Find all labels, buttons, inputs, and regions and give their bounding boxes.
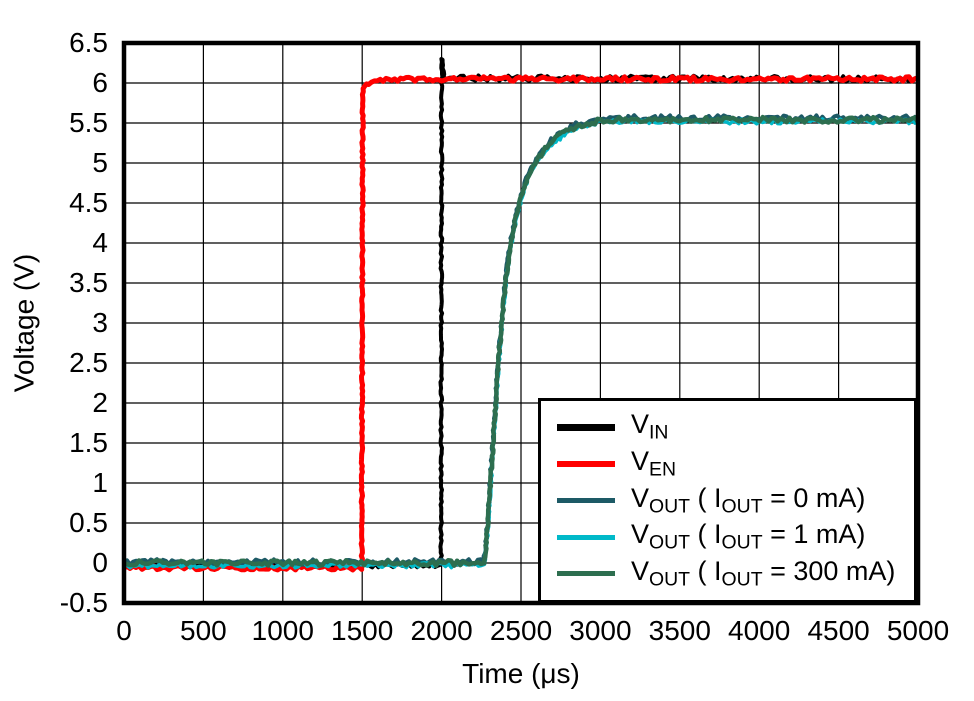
y-tick-label: 2 <box>92 387 108 418</box>
legend-item-vout_300ma: VOUT ( IOUT = 300 mA) <box>557 555 908 591</box>
legend-line-sample <box>557 497 615 503</box>
legend-line-sample <box>557 423 615 431</box>
legend-item-vout_1ma: VOUT ( IOUT = 1 mA) <box>557 521 908 553</box>
x-tick-label: 4000 <box>728 615 791 646</box>
plot-frame <box>121 40 921 606</box>
legend-label: VOUT ( IOUT = 0 mA) <box>631 482 866 517</box>
x-axis-title: Time (μs) <box>462 658 580 689</box>
legend-label: VEN <box>631 445 677 481</box>
y-tick-label: 6.5 <box>69 27 108 58</box>
x-tick-label: 3000 <box>569 615 632 646</box>
legend-line-sample <box>557 460 615 467</box>
data-traces <box>122 57 920 573</box>
y-tick-label: 0 <box>92 547 108 578</box>
x-tick-label: 0 <box>116 615 132 646</box>
y-tick-label: -0.5 <box>59 587 108 618</box>
x-tick-label: 2000 <box>410 615 473 646</box>
legend-line-sample <box>557 534 615 540</box>
legend-label: VIN <box>631 409 669 444</box>
y-tick-label: 1.5 <box>69 427 108 458</box>
y-tick-label: 5.5 <box>69 107 108 138</box>
x-tick-label: 2500 <box>489 615 553 646</box>
x-tick-label: 4500 <box>807 615 870 646</box>
x-tick-label: 1000 <box>251 615 314 646</box>
y-tick-label: 4 <box>92 227 108 258</box>
x-tick-label: 1500 <box>331 615 394 646</box>
legend-item-vout_0ma: VOUT ( IOUT = 0 mA) <box>557 484 908 516</box>
legend-item-ven: VEN <box>557 445 908 481</box>
legend: VIN VEN VOUT ( IOUT = 0 mA) VOUT ( IOUT = 1… <box>538 398 917 603</box>
y-tick-label: 3 <box>92 307 108 338</box>
x-tick-label: 3500 <box>648 615 711 646</box>
legend-label: VOUT ( IOUT = 300 mA) <box>631 555 896 591</box>
y-tick-label: 6 <box>92 67 108 98</box>
x-tick-label: 5000 <box>886 615 950 646</box>
y-tick-label: 2.5 <box>69 347 108 378</box>
trace-vout_300ma <box>123 114 920 568</box>
x-tick-label: 500 <box>180 615 227 646</box>
legend-line-sample <box>557 571 615 577</box>
legend-label: VOUT ( IOUT = 1 mA) <box>631 519 866 554</box>
y-tick-label: 1 <box>92 467 108 498</box>
y-tick-label: 4.5 <box>69 187 108 218</box>
legend-item-vin: VIN <box>557 411 908 443</box>
y-tick-label: 5 <box>92 147 108 178</box>
y-tick-label: 3.5 <box>69 267 108 298</box>
y-tick-label: 0.5 <box>69 507 108 538</box>
